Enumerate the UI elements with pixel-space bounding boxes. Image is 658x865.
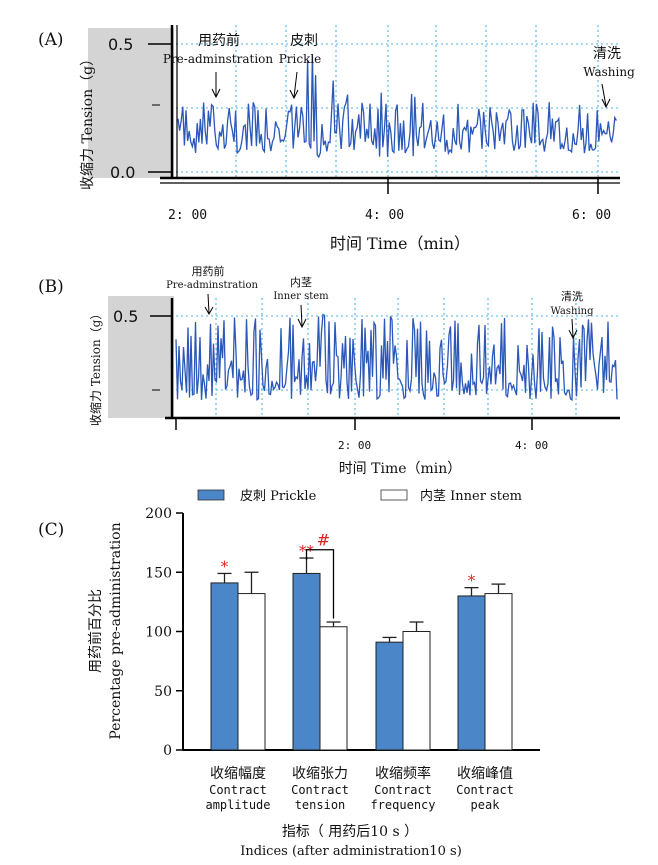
legend-inner-stem-label: 内茎 Inner stem (420, 488, 522, 504)
category-label-en: Contract (456, 783, 514, 797)
panel-c-y-label-cn: 用药前百分比 (87, 589, 104, 673)
panel-c-bars: *收缩幅度Contractamplitude**收缩张力Contracttens… (205, 542, 513, 812)
panel-a-xtick-label: 6: 00 (572, 208, 611, 223)
bar (319, 626, 348, 751)
bar (237, 593, 266, 751)
panel-b-x-label: 时间 Time（min） (339, 461, 462, 477)
panel-a-y-label: 收缩力 Tension（g） (80, 52, 96, 190)
annotation-washing-en: Washing (551, 306, 595, 317)
panel-a: (A) 0.5 0.0 收缩力 Tension（g） 2: 00 4: 00 6… (38, 25, 635, 253)
significance-bracket (305, 549, 335, 619)
panel-c-label: (C) (38, 520, 64, 540)
annotation-prickle-en: Prickle (279, 52, 322, 66)
category-label-cn: 收缩频率 (375, 765, 431, 782)
y-tick-label: 100 (145, 625, 172, 641)
category-label-en: Contract (209, 783, 267, 797)
panel-c-y-label-en: Percentage pre-administration (108, 522, 124, 739)
legend-prickle-swatch (197, 489, 225, 501)
legend-inner-stem-swatch (380, 489, 408, 501)
bar (457, 595, 486, 751)
arrowhead-icon (601, 98, 611, 109)
legend-prickle-label: 皮刺 Prickle (240, 489, 317, 504)
panel-c-x-label-cn: 指标（ 用药后10 s ） (282, 824, 418, 840)
significance-star: * (468, 572, 476, 590)
annotation-inner-stem-en: Inner stem (273, 291, 329, 302)
panel-b-tension-trace (175, 313, 618, 402)
arrowhead-icon (297, 318, 307, 329)
panel-a-xtick-label: 2: 00 (168, 208, 207, 223)
category-label-en: Contract (374, 783, 432, 797)
annotation-washing-cn: 清洗 (561, 290, 583, 303)
arrowhead-icon (211, 88, 221, 99)
panel-a-ytick-label: 0.5 (108, 35, 133, 54)
panel-b-y-label: 收缩力 Tension（g） (88, 308, 103, 426)
y-tick-label: 200 (145, 506, 172, 522)
annotation-washing-cn: 清洗 (593, 46, 621, 62)
panel-a-axis-band (88, 28, 174, 178)
annotation-arrow-icon (207, 293, 210, 314)
category-label-en: frequency (370, 798, 435, 812)
bar (375, 641, 404, 751)
panel-a-ytick-label: 0.0 (110, 163, 135, 182)
panel-a-grid (176, 25, 620, 178)
panel-b-xtick-label: 4: 00 (515, 439, 548, 452)
panel-b: (B) 0.5 收缩力 Tension（g） 2: 00 4: 00 时间 Ti… (38, 264, 620, 477)
arrowhead-icon (204, 306, 214, 316)
annotation-arrow-icon (293, 71, 298, 98)
arrowhead-icon (289, 89, 299, 100)
category-label-en: amplitude (205, 798, 270, 812)
bar (292, 572, 321, 751)
annotation-pre-admin-en: Pre-adminstration (163, 52, 274, 66)
annotation-arrow-icon (300, 304, 303, 327)
bar (402, 631, 431, 751)
category-label-cn: 收缩峰值 (457, 766, 513, 782)
panel-a-tension-trace (177, 54, 617, 159)
annotation-washing-en: Washing (583, 65, 635, 79)
panel-a-xtick-label: 4: 00 (365, 208, 404, 223)
annotation-pre-admin-en: Pre-adminstration (166, 280, 258, 291)
significance-star: * (221, 557, 229, 575)
annotation-arrow-icon (601, 83, 607, 107)
panel-c: (C) 皮刺 Prickle 内茎 Inner stem 用药前百分比 Perc… (38, 488, 540, 859)
panel-c-y-ticks: 0 50 100 150 200 (145, 506, 183, 759)
category-label-en: tension (295, 798, 346, 812)
category-label-cn: 收缩幅度 (210, 766, 266, 782)
annotation-arrow-icon (571, 318, 574, 338)
panel-b-xtick-label: 2: 00 (338, 439, 371, 452)
annotation-pre-admin-cn: 用药前 (192, 264, 225, 278)
annotation-inner-stem-cn: 内茎 (290, 275, 312, 289)
panel-b-ytick-label: 0.5 (113, 307, 138, 326)
bar (484, 593, 513, 751)
category-label-en: Contract (291, 783, 349, 797)
y-tick-label: 150 (145, 565, 172, 581)
y-tick-label: 50 (154, 684, 172, 700)
significance-hash: # (317, 531, 330, 550)
panel-c-x-label-en: Indices (after administration10 s) (240, 844, 462, 859)
panel-b-label: (B) (38, 277, 64, 297)
annotation-prickle-cn: 皮刺 (290, 33, 318, 49)
panel-a-label: (A) (38, 30, 64, 50)
annotation-pre-admin-cn: 用药前 (198, 32, 240, 49)
category-label-en: peak (471, 798, 501, 812)
panel-a-x-label: 时间 Time（min） (330, 234, 470, 253)
y-tick-label: 0 (163, 743, 172, 759)
bar (210, 582, 239, 751)
arrowhead-icon (568, 329, 578, 340)
category-label-cn: 收缩张力 (292, 766, 348, 782)
